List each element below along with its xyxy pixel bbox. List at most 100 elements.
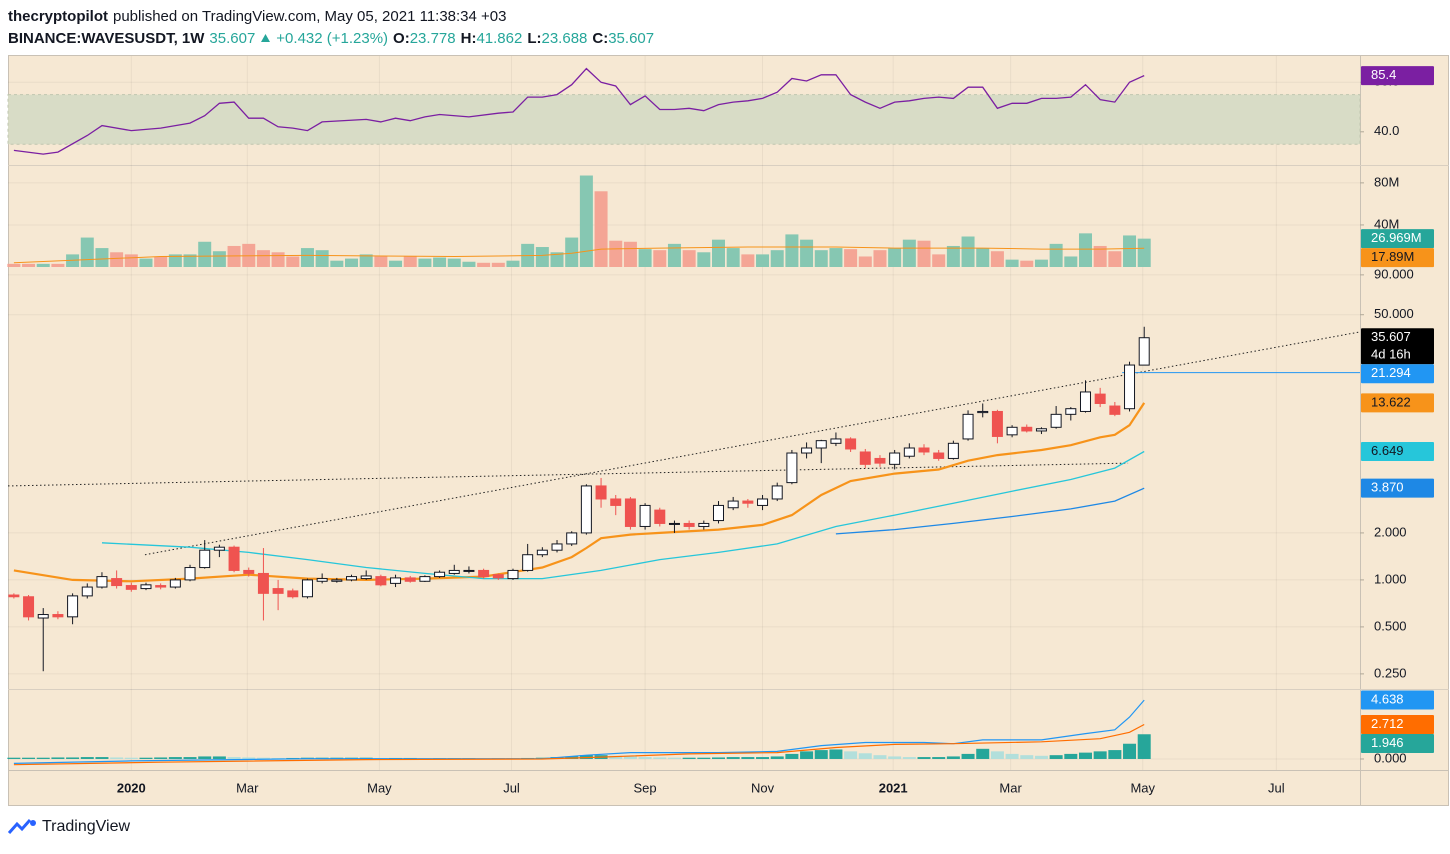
volume-bar <box>359 254 373 267</box>
candle-body <box>801 447 813 454</box>
candle-body <box>419 576 431 582</box>
y-tick-label: 0.000 <box>1374 750 1407 765</box>
price-label-box <box>1361 229 1434 249</box>
candle-body <box>654 509 666 524</box>
x-tick-label: Jul <box>1268 780 1285 795</box>
x-tick-label: Nov <box>751 780 775 795</box>
candle-body <box>125 585 137 590</box>
macd-histogram-bar <box>785 753 799 759</box>
candle-body <box>977 410 989 414</box>
price-label-box <box>1361 328 1434 365</box>
volume-bar <box>844 249 858 267</box>
x-tick-label: 2020 <box>117 780 146 795</box>
candle-body <box>81 586 93 597</box>
candle-body <box>522 554 534 571</box>
volume-bar <box>682 250 696 267</box>
macd-histogram-bar <box>36 757 50 759</box>
candle-body <box>434 571 446 578</box>
price-label: 6.649 <box>1371 443 1404 458</box>
macd-histogram-bar <box>800 751 814 759</box>
macd-histogram-bar <box>888 756 902 759</box>
macd-histogram-bar <box>242 757 256 759</box>
macd-histogram-bar <box>1078 752 1092 759</box>
volume-bar <box>477 262 491 267</box>
candle-body <box>272 588 284 594</box>
candle-body <box>37 614 49 619</box>
up-arrow <box>261 34 271 42</box>
candle-body <box>23 596 35 618</box>
volume-bar <box>990 251 1004 267</box>
candle-body <box>830 438 842 444</box>
candle-body <box>580 485 592 534</box>
volume-bar <box>374 256 388 267</box>
candle-body <box>1138 337 1150 366</box>
price-label-box <box>1361 364 1434 384</box>
macd-histogram-bar <box>1108 750 1122 759</box>
macd-histogram-bar <box>829 749 843 759</box>
candle-body <box>1035 428 1047 432</box>
indicator-line <box>13 67 1145 155</box>
brand: TradingView <box>42 818 131 835</box>
x-tick-label: 2021 <box>879 780 908 795</box>
marks <box>7 67 1361 766</box>
y-tick-label: 1.000 <box>1374 571 1407 586</box>
volume-bar <box>1093 245 1107 267</box>
candle-body <box>448 569 460 574</box>
labels: 2020MarMayJulSepNov2021MarMayJul80.040.0… <box>117 66 1434 795</box>
candle-body <box>727 500 739 509</box>
volume-bar <box>389 260 403 267</box>
grid <box>8 56 1364 770</box>
volume-bar <box>124 254 138 267</box>
macd-histogram-bar <box>1020 755 1034 759</box>
x-tick-label: Sep <box>634 780 657 795</box>
volume-bar <box>902 239 916 267</box>
y-tick-label: 40M <box>1374 216 1399 231</box>
volume-bar <box>785 234 799 267</box>
x-tick-label: May <box>1130 780 1155 795</box>
macd-histogram-bar <box>976 748 990 759</box>
volume-bar <box>1020 260 1034 267</box>
candle-body <box>889 452 901 465</box>
macd-histogram-bar <box>609 755 623 759</box>
volume-bar <box>330 260 344 267</box>
price-label-box <box>1361 66 1434 86</box>
candle-body <box>301 579 313 598</box>
y-tick-label: 2.000 <box>1374 524 1407 539</box>
volume-bar <box>638 249 652 267</box>
candle-body <box>140 584 152 590</box>
trend-line <box>7 462 1129 487</box>
indicator-line <box>13 246 1145 264</box>
candle-body <box>624 498 636 527</box>
volume-bar <box>873 250 887 267</box>
macd-histogram-bar <box>212 756 226 759</box>
volume-bar <box>711 239 725 267</box>
candle-body <box>492 574 504 579</box>
macd-histogram-bar <box>183 757 197 759</box>
volume-bar <box>51 263 65 267</box>
candle-body <box>1050 413 1062 428</box>
y-tick-label: 90.000 <box>1374 266 1414 281</box>
volume-bar <box>800 239 814 267</box>
candle-body <box>991 410 1003 437</box>
indicator-line <box>835 487 1145 535</box>
volume-bar <box>198 241 212 267</box>
candle-body <box>947 442 959 459</box>
y-tick-label: 50.000 <box>1374 306 1414 321</box>
volume-bar <box>770 250 784 267</box>
candle-body <box>257 572 269 594</box>
volume-bar <box>976 248 990 267</box>
trend-line <box>144 331 1361 556</box>
price-label-box <box>1361 734 1434 754</box>
volume-bar <box>609 240 623 267</box>
volume-bar <box>1123 235 1137 267</box>
volume-bar <box>535 247 549 267</box>
macd-histogram-bar <box>1034 755 1048 759</box>
candle-body <box>1124 364 1136 410</box>
candle-body <box>375 576 387 586</box>
candle-body <box>199 549 211 569</box>
macd-histogram-bar <box>227 757 241 759</box>
macd-histogram-bar <box>741 757 755 759</box>
x-tick-label: May <box>367 780 392 795</box>
volume-bar <box>80 237 94 267</box>
macd-histogram-bar <box>638 757 652 759</box>
